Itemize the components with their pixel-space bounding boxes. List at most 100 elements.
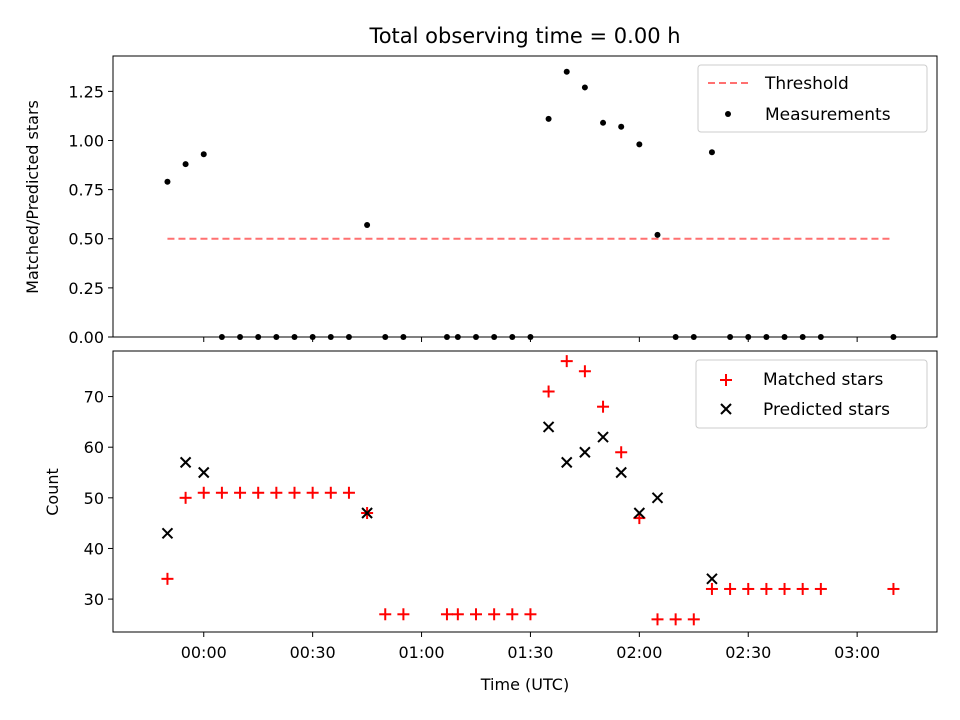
matched-star-point [506,608,519,621]
measurement-point [545,115,552,122]
predicted-star-point [651,492,664,504]
x-tick-label: 00:30 [290,643,336,662]
matched-legend-swatch [720,374,732,386]
matched-star-point [742,582,755,595]
matched-star-point [379,608,392,621]
measurement-point [618,123,625,130]
matched-star-point [451,608,464,621]
top-y-ticks: 0.00 0.25 0.50 0.75 1.00 1.25 [68,82,113,347]
matched-star-point [440,608,453,621]
measurement-point [200,151,207,158]
matched-star-point [796,582,809,595]
matched-star-point [252,486,265,499]
bottom-axes: 30 40 50 60 70 00:00 00:30 01:00 01:30 02:00 02:3… [43,350,938,694]
predicted-star-point [597,431,609,443]
matched-star-point [778,582,791,595]
matched-star-point [651,613,664,626]
matched-star-point [615,446,628,459]
bottom-y-tick-label: 60 [84,438,104,457]
measurement-point [364,221,371,228]
top-x-ticks [203,337,858,342]
predicted-star-point [615,466,627,479]
x-tick-label: 01:00 [398,643,444,662]
matched-star-point [161,572,174,585]
matched-star-point [270,486,283,499]
matched-star-point [234,486,247,499]
top-legend: Threshold Measurements [697,64,928,133]
top-axes: 0.00 0.25 0.50 0.75 1.00 1.25 Matched/Predict… [23,55,938,347]
matched-star-point [560,355,573,368]
x-tick-label: 02:30 [725,643,771,662]
matched-star-point [197,486,210,499]
predicted-star-point [179,456,192,469]
measurement-point [164,178,171,185]
measurement-point [600,119,607,126]
matched-star-point [814,582,827,595]
matched-legend-label: Matched stars [763,370,883,390]
bottom-y-tick-label: 50 [84,489,104,508]
matched-star-point [342,486,355,499]
measurement-point [563,68,570,75]
matched-star-point [887,582,900,595]
x-tick-label: 01:30 [507,643,553,662]
measurements-legend-swatch [725,111,731,117]
matched-star-point [705,582,718,595]
predicted-star-point [561,456,573,469]
x-tick-label: 00:00 [181,643,227,662]
bottom-y-ticks: 30 40 50 60 70 [84,388,113,609]
bottom-y-tick-label: 30 [84,590,104,609]
matched-star-point [397,608,410,621]
x-tick-label: 02:00 [616,643,662,662]
bottom-legend-box [695,359,928,429]
matched-star-point [469,608,482,621]
top-y-tick-label: 0.75 [68,181,104,200]
bottom-x-ticks: 00:00 00:30 01:00 01:30 02:00 02:30 03:00 [181,632,880,662]
threshold-legend-label: Threshold [764,74,849,94]
chart-title: Total observing time = 0.00 h [368,24,680,48]
predicted-star-point [198,466,210,479]
x-axis-label: Time (UTC) [480,675,569,694]
top-y-axis-label: Matched/Predicted stars [23,100,42,294]
matched-star-point [597,400,610,413]
top-y-tick-label: 1.00 [68,131,104,150]
predicted-star-point [542,421,555,433]
top-axes-frame [112,55,938,338]
matched-star-point [179,491,192,504]
matched-star-point [324,486,337,499]
matched-star-point [724,582,737,595]
top-y-tick-label: 0.50 [68,230,104,249]
matched-star-point [578,365,591,378]
measurement-point [654,231,661,238]
measurement-point [708,149,715,156]
matched-star-point [760,582,773,595]
predicted-legend-swatch [720,403,732,415]
top-legend-box [697,64,928,133]
measurement-point [581,84,588,91]
measurements-legend-label: Measurements [765,105,891,125]
measurement-point [636,141,643,148]
measurement-point [182,161,189,168]
bottom-legend: Matched stars Predicted stars [695,359,928,429]
predicted-star-point [161,527,174,539]
predicted-star-point [579,446,591,458]
matched-star-point [215,486,228,499]
bottom-plot-area [161,355,900,626]
predicted-star-point [361,507,373,519]
top-y-tick-label: 1.25 [68,82,104,101]
bottom-y-tick-label: 70 [84,388,104,407]
matched-star-point [669,613,682,626]
matched-star-point [524,608,537,621]
matched-star-point [687,613,700,626]
bottom-y-axis-label: Count [43,468,62,516]
matched-star-point [306,486,319,499]
predicted-star-point [633,507,646,519]
matched-star-point [288,486,301,499]
bottom-axes-frame [112,350,938,633]
x-tick-label: 03:00 [834,643,880,662]
top-y-tick-label: 0.25 [68,279,104,298]
predicted-star-point [706,573,718,585]
matched-star-point [542,385,555,398]
matched-star-point [488,608,501,621]
top-y-tick-label: 0.00 [68,328,104,347]
